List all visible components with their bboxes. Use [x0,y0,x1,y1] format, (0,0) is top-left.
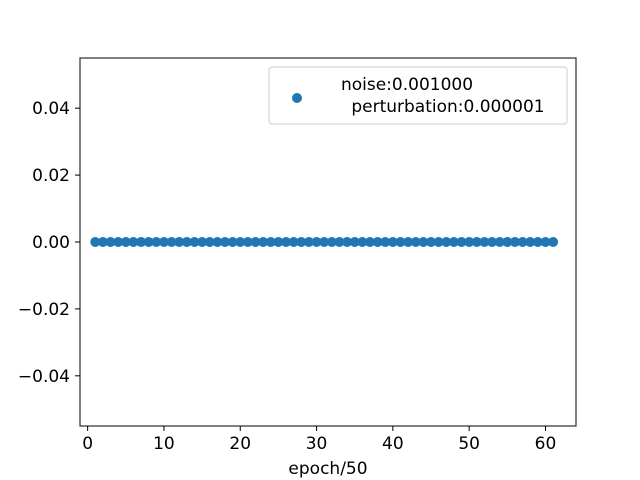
data-point [288,237,299,247]
data-point [128,237,139,247]
y-tick-label: 0.00 [32,233,70,253]
data-point [227,237,238,247]
data-point [151,237,162,247]
data-point [464,237,475,247]
data-point [250,237,261,247]
data-point [502,237,513,247]
data-point [357,237,368,247]
data-point [441,237,452,247]
y-tick-label: 0.02 [32,166,70,186]
data-point [372,237,383,247]
data-point [281,237,292,247]
data-point [387,237,398,247]
data-point [532,237,543,247]
data-point [273,237,284,247]
data-point [90,237,101,247]
x-axis-ticks: 0 10 20 30 40 50 60 [82,426,556,454]
data-point [326,237,337,247]
data-point [197,237,208,247]
data-point [242,237,253,247]
data-points [90,237,559,247]
data-point [380,237,391,247]
data-point [212,237,223,247]
data-point [181,237,192,247]
data-point [403,237,414,247]
data-point [189,237,200,247]
data-point [410,237,421,247]
y-axis-ticks: −0.04 −0.02 0.00 0.02 0.04 [18,99,80,387]
data-point [517,237,528,247]
data-point [204,237,215,247]
x-tick-label: 40 [382,434,404,454]
data-point [120,237,131,247]
x-axis-label: epoch/50 [288,459,367,479]
legend-marker [292,93,302,103]
data-point [540,237,551,247]
data-point [479,237,490,247]
data-point [487,237,498,247]
data-point [319,237,330,247]
x-tick-label: 0 [82,434,93,454]
data-point [158,237,169,247]
data-point [235,237,246,247]
data-point [509,237,520,247]
y-tick-label: −0.04 [18,367,70,387]
y-tick-label: −0.02 [18,300,70,320]
legend-box [268,66,568,125]
data-point [426,237,437,247]
data-point [548,237,559,247]
data-point [219,237,230,247]
data-point [395,237,406,247]
data-point [143,237,154,247]
x-tick-label: 50 [458,434,480,454]
data-point [494,237,505,247]
data-point [265,237,276,247]
x-tick-label: 60 [535,434,557,454]
data-point [113,237,124,247]
legend: noise:0.001000 perturbation:0.000001 [268,66,568,125]
data-point [456,237,467,247]
data-point [303,237,314,247]
data-point [258,237,269,247]
legend-label-line-2: perturbation:0.000001 [351,97,544,117]
data-point [471,237,482,247]
data-point [136,237,147,247]
data-point [349,237,360,247]
data-point [311,237,322,247]
data-point [166,237,177,247]
y-tick-label: 0.04 [32,99,70,119]
x-tick-label: 30 [306,434,328,454]
data-point [418,237,429,247]
x-tick-label: 20 [229,434,251,454]
data-point [525,237,536,247]
x-tick-label: 10 [153,434,175,454]
data-point [342,237,353,247]
data-point [174,237,185,247]
data-point [433,237,444,247]
data-point [334,237,345,247]
data-point [97,237,108,247]
data-point [105,237,116,247]
legend-label-line-1: noise:0.001000 [341,75,473,95]
data-point [364,237,375,247]
data-point [448,237,459,247]
data-point [296,237,307,247]
